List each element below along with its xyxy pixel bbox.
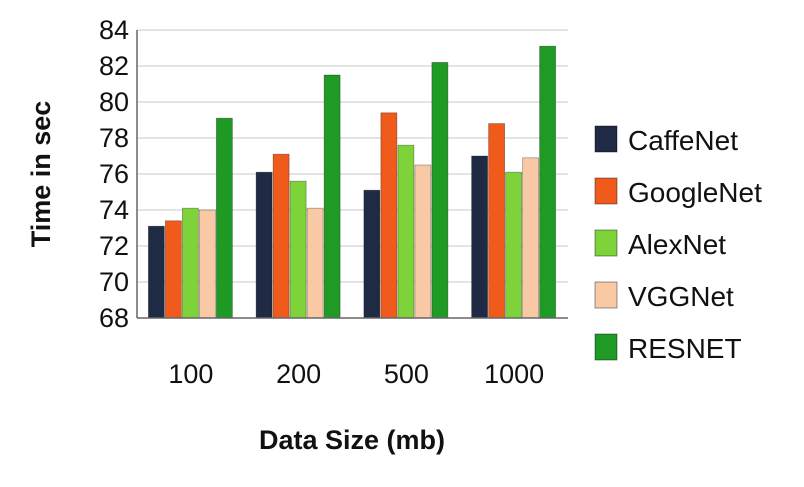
bar-googlenet-100 [164,220,182,319]
legend-label-googlenet: GoogleNet [628,177,762,208]
y-tick-label: 68 [99,303,129,333]
y-tick-label: 80 [99,87,129,117]
bar-resnet-200 [323,74,341,319]
legend-swatch-caffenet [594,125,618,153]
x-tick-label: 100 [168,359,213,389]
y-tick-label: 76 [99,159,129,189]
legend-label-alexnet: AlexNet [628,229,726,260]
bar-alexnet-200 [289,180,307,319]
bar-alexnet-500 [397,144,415,319]
bar-caffenet-200 [255,171,273,319]
legend-label-caffenet: CaffeNet [628,125,738,156]
bar-caffenet-100 [147,225,165,319]
x-tick-label: 1000 [484,359,544,389]
bar-vggnet-500 [414,164,432,319]
bar-caffenet-1000 [471,155,489,319]
bar-resnet-500 [431,62,449,319]
legend-label-vggnet: VGGNet [628,281,734,312]
y-tick-label: 84 [99,15,129,45]
bar-alexnet-1000 [505,171,523,319]
bar-resnet-100 [215,117,233,319]
bar-resnet-1000 [539,45,557,319]
y-tick-label: 74 [99,195,129,225]
bar-alexnet-100 [181,207,199,319]
y-tick-label: 72 [99,231,129,261]
y-tick-label: 78 [99,123,129,153]
y-tick-labels: 68 70 72 74 76 78 80 82 84 [99,15,129,333]
y-tick-label: 70 [99,267,129,297]
legend-label-resnet: RESNET [628,333,742,364]
legend-swatch-resnet [594,333,618,361]
y-tick-label: 82 [99,51,129,81]
bar-vggnet-100 [198,209,216,319]
bars [147,45,557,319]
bar-googlenet-200 [272,153,290,319]
bar-caffenet-500 [363,189,381,319]
legend-swatch-vggnet [594,281,618,309]
x-axis-title: Data Size (mb) [259,425,445,455]
x-tick-labels: 100 200 500 1000 [168,359,544,389]
x-tick-label: 500 [384,359,429,389]
x-tick-label: 200 [276,359,321,389]
bar-googlenet-1000 [488,123,506,319]
legend-swatch-googlenet [594,177,618,205]
bar-vggnet-200 [306,207,324,319]
legend: CaffeNet GoogleNet AlexNet VGGNet RESNET [594,125,762,364]
legend-swatch-alexnet [594,229,618,257]
bar-vggnet-1000 [522,157,540,319]
y-axis-title: Time in sec [26,101,56,248]
bar-googlenet-500 [380,112,398,319]
